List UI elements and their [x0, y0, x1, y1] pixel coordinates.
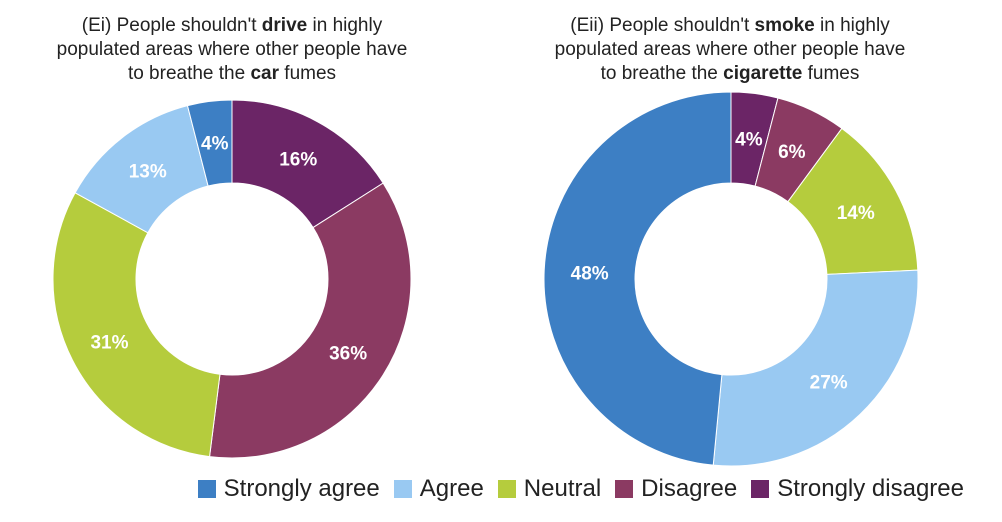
- chart-title-right: (Eii) People shouldn't smoke in highly p…: [510, 14, 950, 86]
- chart-title-left: (Ei) People shouldn't drive in highly po…: [12, 14, 452, 86]
- title-left-line3-bold: car: [250, 63, 280, 84]
- slice-label-agree: 27%: [810, 372, 848, 393]
- legend-swatch-neutral: [497, 480, 516, 498]
- title-left-line1-bold: drive: [261, 15, 308, 36]
- legend-item-neutral: Neutral: [497, 475, 602, 503]
- title-right-line3-pre: to breathe the: [600, 63, 724, 84]
- legend-label-disagree: Disagree: [641, 475, 738, 502]
- slice-agree: [712, 269, 919, 467]
- slice-label-disagree: 36%: [329, 344, 367, 365]
- slice-label-neutral: 31%: [90, 332, 128, 353]
- title-left-line3-post: fumes: [279, 63, 337, 84]
- title-right-line1: (Eii) People shouldn't smoke in highly: [510, 14, 950, 38]
- legend-swatch-disagree: [615, 480, 634, 498]
- legend-swatch-strongly-agree: [197, 480, 216, 498]
- slice-strongly-disagree: [231, 99, 384, 229]
- donut-drive: 16% 36% 31% 13% 4%: [52, 99, 412, 459]
- title-left-line2: populated areas where other people have: [56, 39, 408, 60]
- slice-label-strongly-agree: 4%: [201, 134, 229, 155]
- legend-item-strongly-agree: Strongly agree: [197, 475, 380, 503]
- legend-item-agree: Agree: [393, 475, 484, 503]
- slice-strongly-agree: [543, 91, 732, 466]
- slice-label-strongly-disagree: 16%: [279, 150, 317, 171]
- slice-strongly-agree: [186, 99, 233, 187]
- legend-item-strongly-disagree: Strongly disagree: [751, 475, 964, 503]
- title-left-line3: to breathe the car fumes: [12, 62, 452, 86]
- legend-swatch-strongly-disagree: [751, 480, 770, 498]
- slice-label-disagree: 6%: [778, 142, 806, 163]
- title-right-line1-bold: smoke: [754, 15, 815, 36]
- legend-swatch-agree: [393, 480, 412, 498]
- legend-label-neutral: Neutral: [523, 475, 602, 502]
- title-right-line1-post: in highly: [814, 15, 890, 36]
- legend-label-agree: Agree: [419, 475, 484, 502]
- donut-smoke: 4% 6% 14% 27% 48%: [543, 91, 919, 467]
- slice-label-strongly-agree: 48%: [571, 263, 609, 284]
- slice-label-agree: 13%: [129, 161, 167, 182]
- title-left-line3-pre: to breathe the: [127, 63, 251, 84]
- legend-label-strongly-disagree: Strongly disagree: [777, 475, 964, 502]
- slice-disagree: [209, 182, 412, 459]
- title-left-line1: (Ei) People shouldn't drive in highly: [12, 14, 452, 38]
- title-left-line1-pre: (Ei) People shouldn't: [81, 15, 262, 36]
- title-right-line3-bold: cigarette: [723, 63, 803, 84]
- title-right-line3-post: fumes: [802, 63, 860, 84]
- donut-charts: 16% 36% 31% 13% 4% 4% 6% 14% 27% 48%: [52, 91, 919, 467]
- slice-label-strongly-disagree: 4%: [735, 130, 763, 151]
- slice-neutral: [52, 192, 221, 458]
- legend-label-strongly-agree: Strongly agree: [223, 475, 380, 502]
- title-right-line1-pre: (Eii) People shouldn't: [570, 15, 755, 36]
- title-right-line2: populated areas where other people have: [554, 39, 906, 60]
- legend-item-disagree: Disagree: [615, 475, 737, 503]
- legend: Strongly agree Agree Neutral Disagree Strong…: [0, 472, 1002, 506]
- slice-label-neutral: 14%: [837, 203, 875, 224]
- title-left-line1-post: in highly: [307, 15, 383, 36]
- title-right-line3: to breathe the cigarette fumes: [510, 62, 950, 86]
